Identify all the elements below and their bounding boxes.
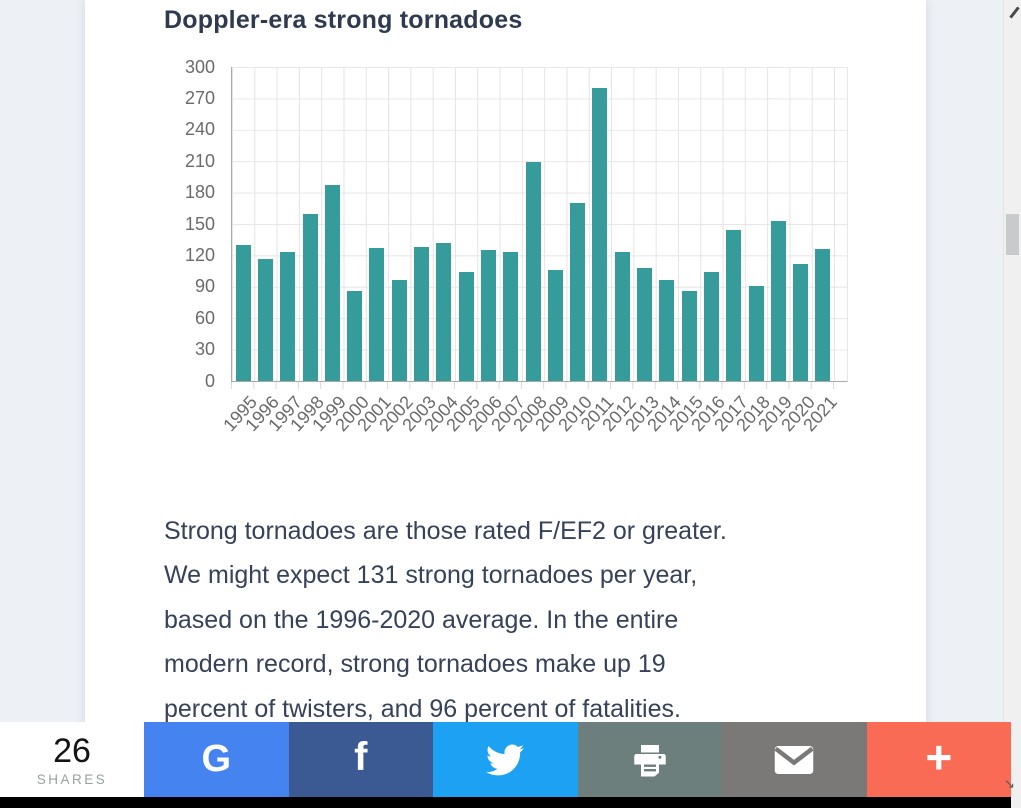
- x-axis-tick-marks: [231, 382, 846, 389]
- bottom-black-bar: [0, 797, 1011, 808]
- bar-2015: [681, 291, 697, 381]
- x-tick-label: 2010: [553, 392, 596, 436]
- paragraph-line: percent of twisters, and 96 percent of f…: [164, 694, 681, 723]
- bar-2006: [480, 250, 496, 381]
- y-tick-label: 30: [194, 339, 215, 360]
- x-tick-label: 2001: [353, 392, 395, 436]
- y-tick-label: 270: [184, 87, 215, 108]
- bar-2002: [391, 279, 407, 381]
- more-share-button[interactable]: +: [866, 722, 1011, 797]
- paragraph-line: modern record, strong tornadoes make up …: [164, 650, 666, 679]
- x-tick-label: 2006: [464, 392, 507, 436]
- x-tick-label: 2009: [531, 392, 574, 436]
- paragraph-line: We might expect 131 strong tornadoes per…: [164, 561, 698, 590]
- scrollbar-track[interactable]: [1003, 0, 1021, 808]
- bar-1998: [302, 213, 318, 381]
- edge-artifact-arrow: ↘: [1004, 776, 1015, 791]
- y-tick-label: 240: [184, 119, 215, 140]
- facebook-f-icon: f: [354, 735, 368, 779]
- bar-1995: [235, 244, 251, 381]
- x-tick-label: 1999: [308, 392, 351, 436]
- x-tick-label: 2000: [330, 392, 373, 436]
- bar-2012: [614, 252, 630, 381]
- plot-area: [231, 67, 848, 382]
- article-paragraph: Strong tornadoes are those rated F/EF2 o…: [164, 509, 874, 731]
- bar-2007: [503, 252, 519, 381]
- share-bar: 26 SHARES G f +: [0, 722, 1011, 797]
- x-tick-label: 2008: [509, 392, 551, 436]
- y-tick-label: 120: [184, 244, 215, 265]
- bar-2016: [703, 272, 719, 381]
- bar-1996: [257, 258, 273, 381]
- article-card: Doppler-era strong tornadoes 300 270 240 21…: [85, 0, 926, 808]
- bar-2019: [770, 220, 786, 381]
- share-count-label: SHARES: [36, 771, 108, 787]
- x-tick-label: 1996: [241, 392, 284, 436]
- x-tick-label: 2020: [776, 392, 819, 436]
- twitter-share-button[interactable]: [433, 722, 578, 797]
- bar-2004: [436, 242, 452, 381]
- twitter-bird-icon: [486, 744, 525, 775]
- bar-2020: [793, 263, 809, 381]
- bar-2017: [726, 230, 742, 381]
- x-tick-label: 2019: [754, 392, 797, 436]
- bar-2013: [637, 268, 653, 381]
- y-tick-label: 210: [184, 150, 215, 171]
- bar-2001: [369, 248, 385, 381]
- bar-1997: [280, 252, 296, 381]
- x-tick-label: 2002: [375, 392, 418, 436]
- bar-2005: [458, 272, 474, 381]
- x-tick-label: 2018: [732, 392, 774, 436]
- plus-icon: +: [925, 730, 953, 783]
- x-tick-label: 1997: [263, 392, 306, 436]
- x-tick-label: 2015: [665, 392, 707, 436]
- scrollbar-thumb[interactable]: [1006, 214, 1019, 255]
- google-share-button[interactable]: G: [144, 722, 289, 797]
- y-tick-label: 180: [184, 182, 215, 203]
- paragraph-line: based on the 1996-2020 average. In the e…: [164, 605, 679, 634]
- x-tick-label: 2005: [442, 392, 484, 436]
- bar-2018: [748, 285, 764, 381]
- email-share-button[interactable]: [722, 722, 867, 797]
- x-tick-label: 2007: [486, 392, 529, 436]
- tornado-bar-chart: 300 270 240 210 180 150 120 90 60 30 0 1995 1996 199…: [85, 0, 926, 470]
- bar-2003: [414, 247, 430, 381]
- y-tick-label: 300: [184, 56, 215, 77]
- chart-title: Doppler-era strong tornadoes: [164, 6, 523, 34]
- facebook-share-button[interactable]: f: [288, 722, 433, 797]
- x-tick-label: 2017: [709, 392, 752, 436]
- y-tick-label: 150: [184, 213, 215, 234]
- bar-2011: [592, 87, 608, 381]
- x-tick-label: 2011: [576, 392, 618, 435]
- envelope-icon: [774, 745, 815, 774]
- google-g-icon: G: [201, 738, 232, 780]
- bar-2000: [347, 291, 363, 381]
- share-count: 26: [53, 731, 91, 770]
- bar-2021: [815, 249, 831, 381]
- x-tick-label: 2003: [397, 392, 440, 436]
- x-tick-label: 2021: [799, 392, 841, 436]
- bar-2010: [570, 203, 586, 381]
- x-tick-label: 2016: [687, 392, 730, 436]
- x-tick-label: 2004: [420, 392, 462, 436]
- bar-2014: [659, 279, 675, 381]
- x-tick-label: 2012: [598, 392, 641, 436]
- y-tick-label: 60: [194, 307, 215, 328]
- printer-icon: [634, 744, 666, 776]
- paragraph-line: Strong tornadoes are those rated F/EF2 o…: [164, 517, 727, 545]
- bar-1999: [324, 185, 340, 381]
- y-tick-label: 0: [204, 370, 215, 391]
- bar-2009: [547, 270, 563, 381]
- x-tick-label: 1995: [219, 392, 261, 436]
- print-share-button[interactable]: [577, 722, 722, 797]
- bar-2008: [525, 162, 541, 381]
- x-tick-label: 2014: [643, 392, 685, 436]
- y-tick-label: 90: [194, 276, 215, 297]
- share-count-box: 26 SHARES: [0, 722, 144, 797]
- x-tick-label: 2013: [620, 392, 663, 436]
- x-tick-label: 1998: [286, 392, 328, 436]
